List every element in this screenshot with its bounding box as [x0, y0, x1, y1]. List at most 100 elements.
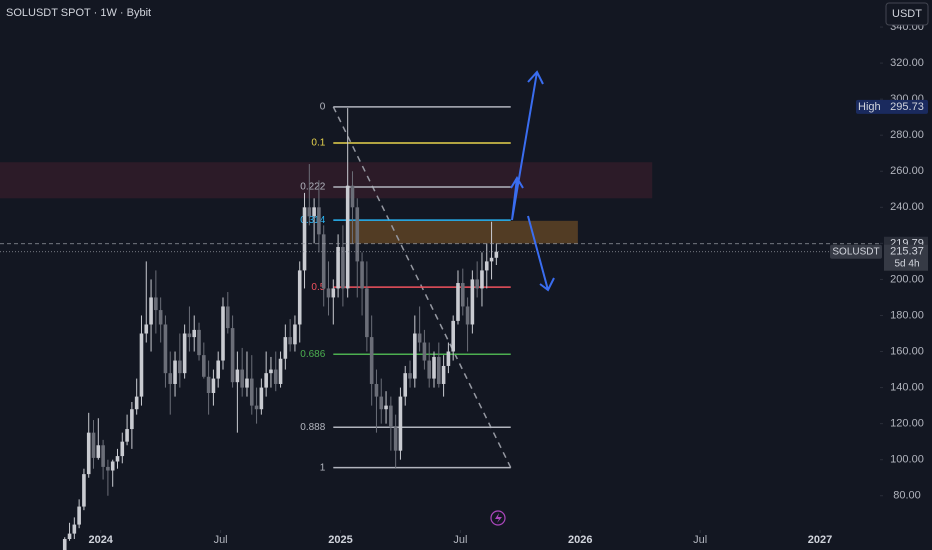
- x-tick-label: 2027: [808, 534, 832, 546]
- fib-label: 0: [320, 101, 326, 112]
- symbol-tag-bg: [830, 244, 882, 259]
- high-tag-bg: [856, 99, 928, 114]
- fib-label: 1: [320, 462, 326, 473]
- candle-body: [130, 409, 134, 430]
- candle-body: [321, 234, 326, 289]
- price-zone: [0, 162, 653, 199]
- candle-body: [307, 207, 312, 217]
- y-tick-label: 180.00: [890, 309, 924, 321]
- candle-body: [369, 337, 374, 384]
- event-icon-bolt: [495, 513, 502, 523]
- candle-body: [484, 261, 489, 271]
- y-tick-label: 160.00: [890, 345, 924, 357]
- event-icon: [490, 510, 506, 526]
- candle-body: [225, 306, 230, 329]
- chart-title: SOLUSDT SPOT · 1W · Bybit: [6, 7, 151, 19]
- candle-body: [245, 378, 249, 388]
- y-tick-label: 100.00: [890, 454, 924, 466]
- candle-body: [230, 328, 235, 383]
- candle-body: [465, 306, 470, 325]
- candle-body: [91, 432, 96, 458]
- candle-body: [139, 333, 144, 397]
- candle-body: [187, 333, 192, 338]
- last-price-value: 215.37: [890, 246, 924, 258]
- candle-body: [470, 279, 475, 325]
- candle-body: [235, 369, 240, 383]
- candle-body: [168, 373, 173, 384]
- candle-body: [331, 288, 336, 298]
- plot: 00.10.2220.3140.50.6860.888180.00100.001…: [0, 21, 928, 550]
- candle-body: [384, 405, 388, 410]
- candle-body: [77, 506, 81, 525]
- y-tick-label: 260.00: [890, 165, 924, 177]
- high-label: High: [858, 101, 881, 113]
- candle-body: [417, 333, 422, 343]
- fib-label: 0.5: [311, 282, 325, 293]
- candle-body: [432, 356, 436, 379]
- candle-body: [446, 351, 451, 366]
- candle-body: [273, 369, 278, 384]
- candle-body: [62, 539, 67, 550]
- candle-body: [422, 342, 427, 361]
- candle-body: [480, 270, 484, 289]
- candle-body: [437, 356, 441, 384]
- candle-body: [134, 396, 139, 410]
- y-tick-label: 280.00: [890, 129, 924, 141]
- y-tick-label: 80.00: [893, 490, 921, 502]
- candle-body: [317, 207, 321, 235]
- candle-body: [393, 427, 398, 451]
- candle-body: [259, 387, 264, 410]
- candle-body: [451, 320, 455, 352]
- candle-body: [216, 360, 221, 379]
- candle-body: [110, 461, 115, 471]
- candle-body: [297, 270, 302, 325]
- x-tick-label: Jul: [693, 534, 707, 546]
- candle-body: [389, 405, 393, 428]
- currency-label[interactable]: USDT: [892, 8, 922, 20]
- y-tick-label: 140.00: [890, 381, 924, 393]
- candle-body: [202, 355, 206, 377]
- candle-body: [221, 306, 225, 361]
- candle-body: [345, 185, 350, 289]
- candle-body: [341, 246, 345, 289]
- candle-body: [173, 360, 177, 384]
- candle-body: [413, 333, 417, 379]
- candle-body: [408, 373, 412, 379]
- candle-body: [494, 251, 499, 258]
- candle-body: [427, 360, 432, 379]
- candle-body: [441, 365, 446, 384]
- candle-body: [82, 474, 86, 507]
- candle-body: [211, 378, 216, 393]
- candle-body: [101, 445, 105, 467]
- candle-body: [365, 288, 369, 338]
- candle-body: [475, 279, 479, 289]
- fib-label: 0.1: [311, 138, 325, 149]
- currency-button[interactable]: [885, 2, 929, 26]
- fib-label: 0.888: [300, 422, 325, 433]
- candle-body: [206, 376, 211, 393]
- projection-arrows: [510, 70, 555, 292]
- candle-body: [336, 246, 340, 289]
- candle-body: [350, 185, 355, 208]
- candle-body: [355, 207, 360, 262]
- candle-body: [360, 261, 364, 289]
- candle-body: [398, 396, 403, 451]
- candle-body: [96, 445, 101, 458]
- fib-label: 0.686: [300, 349, 325, 360]
- candle-body: [149, 297, 153, 325]
- high-value: 295.73: [890, 101, 924, 113]
- fib-label: 0.222: [300, 182, 325, 193]
- candle-body: [178, 360, 182, 374]
- candle-body: [374, 383, 379, 397]
- candle-body: [254, 405, 259, 410]
- last-price-tag-bg: [884, 244, 928, 271]
- candle-body: [460, 283, 465, 307]
- x-tick-label: Jul: [453, 534, 467, 546]
- y-tick-label: 120.00: [890, 418, 924, 430]
- candle-body: [154, 297, 158, 311]
- candle-body: [125, 429, 129, 442]
- candle-body: [197, 329, 201, 356]
- x-tick-label: Jul: [214, 534, 228, 546]
